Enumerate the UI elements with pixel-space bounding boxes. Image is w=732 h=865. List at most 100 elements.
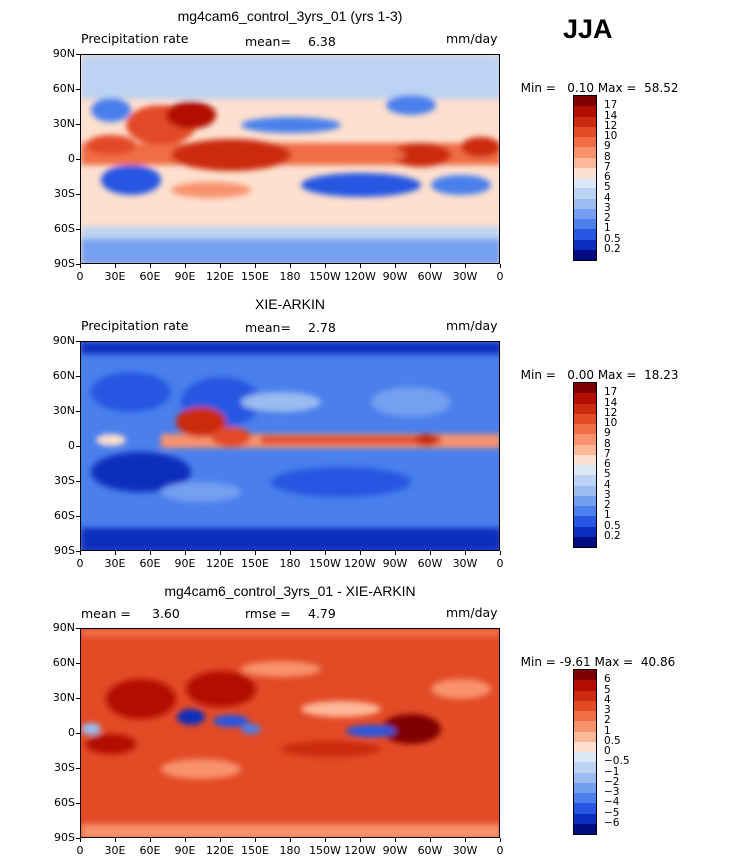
precip-field-model: [81, 55, 499, 263]
lon-tick-mark: [150, 264, 151, 268]
lon-tick-mark: [115, 838, 116, 842]
lon-tick-mark: [150, 551, 151, 555]
lon-tick-label: 30E: [104, 844, 126, 857]
lon-tick-label: 30W: [452, 270, 478, 283]
lon-tick-mark: [115, 264, 116, 268]
colorbar-swatch: [574, 711, 596, 722]
colorbar-swatch: [574, 249, 596, 260]
colorbar-swatch: [574, 157, 596, 168]
colorbar-level-label: 0: [604, 745, 611, 757]
lon-tick-mark: [360, 264, 361, 268]
colorbar-swatch: [574, 670, 596, 681]
lon-tick-label: 120E: [206, 270, 234, 283]
colorbar-level-label: 10: [604, 417, 618, 429]
lon-tick-mark: [115, 551, 116, 555]
colorbar-level-label: 12: [604, 119, 618, 132]
panel-2-title: XIE-ARKIN: [254, 296, 325, 312]
colorbar-swatch: [574, 731, 596, 742]
colorbar-swatch: [574, 495, 596, 506]
colorbar-swatch: [574, 803, 596, 814]
colorbar-swatch: [574, 413, 596, 424]
lon-tick-label: 0: [76, 270, 84, 283]
panel-3-mean-label: mean =: [81, 606, 131, 621]
lon-tick-mark: [500, 264, 501, 268]
min-label: Min =: [520, 368, 556, 382]
lat-tick-mark: [76, 194, 80, 195]
colorbar-swatch: [574, 475, 596, 486]
panel-3-map: [80, 628, 500, 838]
lon-tick-mark: [185, 551, 186, 555]
lat-tick-label: 30S: [54, 187, 75, 200]
colorbar-swatch: [574, 383, 596, 394]
panel-2-mean-value: 2.78: [308, 320, 336, 335]
lat-tick-label: 90S: [54, 831, 75, 844]
colorbar-level-label: −4: [604, 796, 620, 809]
max-value: 18.23: [644, 368, 679, 382]
colorbar-swatch: [574, 485, 596, 496]
lon-tick-label: 150W: [309, 844, 341, 857]
lon-tick-mark: [185, 838, 186, 842]
lat-tick-label: 60N: [52, 369, 75, 382]
colorbar-swatch: [574, 393, 596, 404]
lon-tick-mark: [255, 551, 256, 555]
colorbar-swatch: [574, 444, 596, 455]
lon-tick-label: 150W: [309, 557, 341, 570]
colorbar-level-label: 6: [604, 458, 611, 470]
colorbar-swatch: [574, 782, 596, 793]
panel-1-min-max: Min = 0.10 Max = 58.52: [513, 67, 679, 95]
lon-tick-mark: [465, 264, 466, 268]
lon-tick-label: 0: [76, 557, 84, 570]
lat-tick-label: 60S: [54, 222, 75, 235]
lon-tick-mark: [220, 264, 221, 268]
colorbar-swatch: [574, 229, 596, 240]
lat-tick-mark: [76, 411, 80, 412]
lon-tick-label: 90E: [174, 557, 196, 570]
panel-1-title: mg4cam6_control_3yrs_01 (yrs 1-3): [177, 8, 403, 24]
colorbar-level-label: 9: [604, 140, 611, 153]
lon-tick-mark: [395, 551, 396, 555]
colorbar-level-label: 4: [604, 478, 611, 491]
lon-tick-mark: [325, 838, 326, 842]
colorbar-swatch: [574, 700, 596, 711]
colorbar-level-label: 2: [604, 714, 611, 727]
colorbar-level-label: 5: [604, 683, 611, 696]
colorbar-level-label: −6: [604, 816, 620, 829]
colorbar-3: [573, 669, 597, 835]
max-label: Max =: [594, 655, 634, 669]
lat-tick-mark: [76, 124, 80, 125]
colorbar-level-label: 1: [604, 724, 611, 737]
colorbar-swatch: [574, 424, 596, 435]
colorbar-level-label: 5: [604, 468, 611, 481]
colorbar-swatch: [574, 219, 596, 230]
precip-field-difference: [81, 629, 499, 837]
panel-3-min-max: Min = -9.61 Max = 40.86: [513, 641, 676, 669]
colorbar-level-label: 17: [604, 386, 618, 399]
lat-tick-label: 60N: [52, 656, 75, 669]
colorbar-swatch: [574, 690, 596, 701]
lon-tick-label: 120E: [206, 844, 234, 857]
lon-tick-label: 0: [496, 844, 504, 857]
colorbar-swatch: [574, 813, 596, 824]
lon-tick-mark: [185, 264, 186, 268]
lat-tick-mark: [76, 733, 80, 734]
colorbar-level-label: 12: [604, 406, 618, 419]
min-value: -9.61: [559, 655, 591, 669]
lon-tick-mark: [255, 264, 256, 268]
colorbar-swatch: [574, 454, 596, 465]
lat-tick-mark: [76, 376, 80, 377]
colorbar-level-label: 4: [604, 191, 611, 204]
colorbar-level-label: 10: [604, 130, 618, 142]
max-label: Max =: [597, 368, 637, 382]
lat-tick-mark: [76, 481, 80, 482]
precip-field-observed: [81, 342, 499, 550]
lat-tick-label: 0: [68, 439, 75, 452]
lon-tick-mark: [360, 551, 361, 555]
panel-1-mean-value: 6.38: [308, 34, 336, 49]
colorbar-swatch: [574, 106, 596, 117]
lat-tick-mark: [76, 628, 80, 629]
lon-tick-label: 150E: [241, 557, 269, 570]
colorbar-level-label: −2: [604, 775, 620, 788]
lon-tick-label: 0: [76, 844, 84, 857]
panel-3-mean-value: 3.60: [152, 606, 180, 621]
lon-tick-label: 0: [496, 557, 504, 570]
